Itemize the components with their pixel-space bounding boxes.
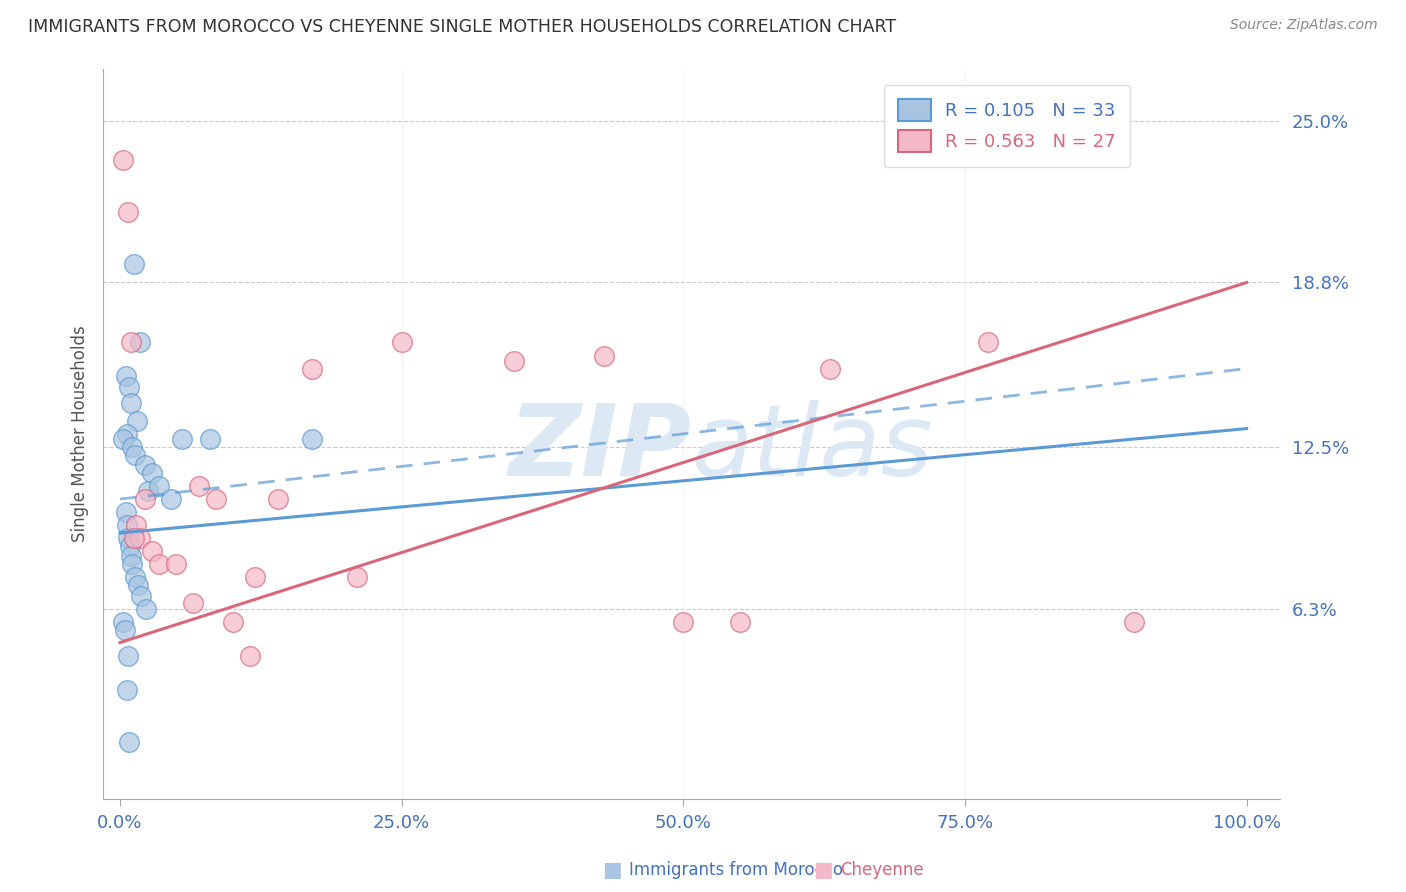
Point bbox=[165, 558, 187, 572]
Point bbox=[187, 479, 209, 493]
Text: Cheyenne: Cheyenne bbox=[839, 861, 924, 879]
Point bbox=[114, 505, 136, 519]
Point bbox=[134, 458, 156, 472]
Point bbox=[728, 615, 751, 629]
Point bbox=[148, 479, 170, 493]
Point bbox=[121, 440, 143, 454]
Point bbox=[181, 596, 204, 610]
Point bbox=[148, 558, 170, 572]
Point bbox=[114, 369, 136, 384]
Point bbox=[112, 432, 135, 446]
Point bbox=[124, 570, 146, 584]
Point bbox=[118, 735, 141, 749]
Point bbox=[593, 349, 616, 363]
Point bbox=[136, 484, 159, 499]
Point bbox=[346, 570, 368, 584]
Text: atlas: atlas bbox=[692, 400, 934, 497]
Point bbox=[125, 518, 148, 533]
Point bbox=[112, 153, 135, 167]
Point bbox=[120, 395, 142, 409]
Point bbox=[503, 353, 526, 368]
Point bbox=[117, 531, 139, 545]
Point bbox=[976, 335, 998, 350]
Point bbox=[131, 589, 153, 603]
Point bbox=[129, 335, 152, 350]
Point bbox=[391, 335, 413, 350]
Text: IMMIGRANTS FROM MOROCCO VS CHEYENNE SINGLE MOTHER HOUSEHOLDS CORRELATION CHART: IMMIGRANTS FROM MOROCCO VS CHEYENNE SING… bbox=[28, 18, 896, 36]
Point bbox=[818, 361, 841, 376]
Point bbox=[124, 448, 146, 462]
Point bbox=[135, 601, 157, 615]
Point bbox=[204, 491, 226, 506]
Point bbox=[129, 531, 152, 545]
Y-axis label: Single Mother Households: Single Mother Households bbox=[72, 326, 89, 542]
Point bbox=[159, 491, 181, 506]
Point bbox=[134, 491, 156, 506]
Point bbox=[115, 682, 138, 697]
Point bbox=[114, 623, 136, 637]
Point bbox=[117, 205, 139, 219]
Point bbox=[221, 615, 243, 629]
Point bbox=[1123, 615, 1146, 629]
Point bbox=[125, 414, 148, 428]
Text: ■: ■ bbox=[813, 860, 832, 880]
Text: ■: ■ bbox=[602, 860, 621, 880]
Point bbox=[672, 615, 695, 629]
Point bbox=[115, 426, 138, 441]
Point bbox=[267, 491, 290, 506]
Point bbox=[301, 361, 323, 376]
Point bbox=[118, 380, 141, 394]
Point bbox=[245, 570, 267, 584]
Point bbox=[115, 518, 138, 533]
Point bbox=[122, 531, 145, 545]
Text: ZIP: ZIP bbox=[509, 400, 692, 497]
Point bbox=[120, 549, 142, 564]
Point bbox=[117, 648, 139, 663]
Point bbox=[120, 335, 142, 350]
Point bbox=[120, 539, 142, 553]
Point bbox=[127, 578, 149, 592]
Text: Source: ZipAtlas.com: Source: ZipAtlas.com bbox=[1230, 18, 1378, 32]
Point bbox=[122, 257, 145, 271]
Point bbox=[239, 648, 262, 663]
Point bbox=[301, 432, 323, 446]
Text: Immigrants from Morocco: Immigrants from Morocco bbox=[630, 861, 844, 879]
Point bbox=[141, 544, 163, 558]
Point bbox=[121, 558, 143, 572]
Point bbox=[141, 466, 163, 480]
Legend: R = 0.105   N = 33, R = 0.563   N = 27: R = 0.105 N = 33, R = 0.563 N = 27 bbox=[884, 85, 1130, 167]
Point bbox=[198, 432, 221, 446]
Point bbox=[170, 432, 193, 446]
Point bbox=[112, 615, 135, 629]
